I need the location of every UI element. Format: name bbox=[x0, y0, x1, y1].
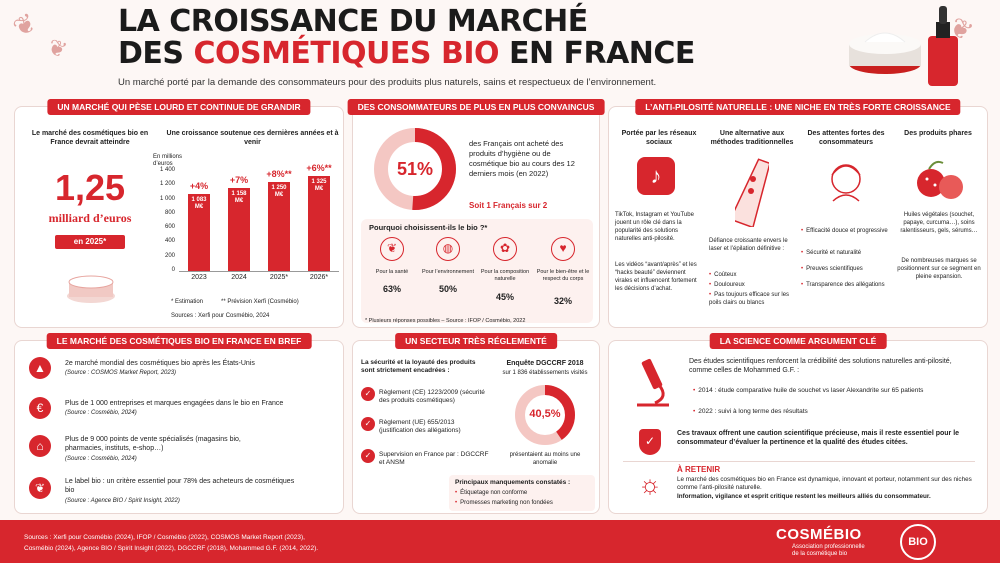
shield-check-icon: ✓ bbox=[639, 429, 661, 455]
x-tick-label: 2026* bbox=[309, 274, 329, 281]
y-tick-label: 1 400 bbox=[159, 167, 175, 173]
reason-item: ✿ Pour la composition naturelle 45% bbox=[477, 237, 533, 317]
brief-card: LE MARCHÉ DES COSMÉTIQUES BIO EN FRANCE … bbox=[14, 333, 344, 514]
page-title: LA CROISSANCE DU MARCHÉ DES COSMÉTIQUES … bbox=[118, 4, 695, 71]
bar-2024: 1 158 M€ bbox=[228, 188, 250, 271]
x-tick-label: 2024 bbox=[231, 274, 247, 281]
y-tick-label: 0 bbox=[171, 267, 175, 273]
market-big-unit: milliard d’euros bbox=[48, 211, 132, 225]
issues-box: Principaux manquements constatés : Étiqu… bbox=[449, 475, 595, 511]
tiktok-icon: ♪ bbox=[637, 157, 675, 195]
microscope-icon bbox=[637, 358, 669, 407]
heart-icon: ♥ bbox=[551, 237, 575, 261]
y-tick-label: 800 bbox=[164, 209, 175, 216]
regulated-card: UN SECTEUR TRÈS RÉGLEMENTÉ La sécurité e… bbox=[352, 333, 600, 514]
antipilo-heading: L’ANTI-PILOSITÉ NATURELLE : UNE NICHE EN… bbox=[635, 99, 961, 115]
leaf-label-icon: ❦ bbox=[29, 477, 51, 499]
market-intro: Le marché des cosmétiques bio en France … bbox=[31, 130, 149, 146]
page-subtitle: Un marché porté par la demande des conso… bbox=[118, 77, 657, 88]
check-icon: ✓ bbox=[361, 417, 375, 431]
market-heading: UN MARCHÉ QUI PÈSE LOURD ET CONTINUE DE … bbox=[47, 99, 311, 115]
lightbulb-icon: ☼ bbox=[638, 469, 662, 499]
globe-icon: ◍ bbox=[436, 237, 460, 261]
bar-chart: 1 400 1 200 1 000 800 600 400 200 0 1 083 M€ +4% 2… bbox=[155, 163, 345, 287]
market-source: Sources : Xerfi pour Cosmébio, 2024 bbox=[171, 313, 270, 319]
growth-label: +8%** bbox=[266, 168, 292, 179]
why-title: Pourquoi choisissent-ils le bio ?* bbox=[369, 223, 488, 232]
woman-face-icon bbox=[831, 164, 861, 202]
divider bbox=[623, 461, 975, 462]
check-icon: ✓ bbox=[361, 387, 375, 401]
brief-heading: LE MARCHÉ DES COSMÉTIQUES BIO EN FRANCE … bbox=[46, 333, 312, 349]
check-icon: ✓ bbox=[361, 449, 375, 463]
note-estimation: * Estimation bbox=[171, 299, 204, 305]
growth-label: +6%** bbox=[306, 163, 332, 174]
y-tick-label: 200 bbox=[164, 252, 175, 259]
fruits-icon bbox=[917, 160, 963, 199]
y-tick-label: 1 200 bbox=[159, 181, 175, 188]
consumers-card: DES CONSOMMATEURS DE PLUS EN PLUS CONVAI… bbox=[347, 99, 605, 328]
reason-item: ◍ Pour l’environnement 50% bbox=[421, 237, 475, 317]
consumers-footnote: * Plusieurs réponses possibles – Source … bbox=[365, 318, 526, 324]
y-tick-label: 1 000 bbox=[159, 195, 175, 202]
antipilo-card: L’ANTI-PILOSITÉ NATURELLE : UNE NICHE EN… bbox=[608, 99, 988, 328]
consumers-donut bbox=[374, 128, 456, 210]
footer: Sources : Xerfi pour Cosmébio (2024), IF… bbox=[0, 520, 1000, 563]
regulated-heading: UN SECTEUR TRÈS RÉGLEMENTÉ bbox=[395, 333, 557, 349]
growth-label: +7% bbox=[229, 175, 249, 186]
market-card: UN MARCHÉ QUI PÈSE LOURD ET CONTINUE DE … bbox=[14, 99, 345, 328]
epilator-icon bbox=[735, 158, 769, 227]
market-year-badge: en 2025* bbox=[55, 235, 125, 249]
leaf-health-icon: ❦ bbox=[380, 237, 404, 261]
science-card: LA SCIENCE COMME ARGUMENT CLÉ Des études… bbox=[608, 333, 988, 514]
bar-2025*: 1 250 M€ bbox=[268, 181, 290, 271]
chart-ylabel: En millions d’euros bbox=[153, 154, 183, 167]
leaf-decoration-icon: ❦ bbox=[44, 33, 71, 64]
reason-item: ♥ Pour le bien-être et le respect du cor… bbox=[535, 237, 591, 317]
y-tick-label: 600 bbox=[164, 224, 175, 231]
survey-donut bbox=[515, 385, 575, 445]
euro-icon: € bbox=[29, 397, 51, 419]
consumers-text: des Français ont acheté des produits d’h… bbox=[469, 139, 575, 178]
x-tick-label: 2025* bbox=[269, 274, 289, 281]
chart-growth-icon: ▲ bbox=[29, 357, 51, 379]
cream-jar-icon bbox=[67, 275, 115, 303]
x-tick-label: 2023 bbox=[191, 274, 207, 281]
market-big-value: 1,25 bbox=[54, 167, 126, 208]
chart-title: Une croissance soutenue ces dernières an… bbox=[166, 130, 339, 146]
consumers-percent: 51% bbox=[396, 159, 434, 179]
growth-label: +4% bbox=[189, 180, 209, 191]
x-axis-line bbox=[179, 271, 339, 272]
lotus-icon: ✿ bbox=[493, 237, 517, 261]
bar-2026*: 1 325 M€ bbox=[308, 176, 330, 271]
note-prevision: ** Prévision Xerfi (Cosmébio) bbox=[221, 299, 299, 305]
cosmetic-products-illustration bbox=[849, 6, 958, 86]
consumers-heading: DES CONSOMMATEURS DE PLUS EN PLUS CONVAI… bbox=[347, 99, 605, 115]
bar-2023: 1 083 M€ bbox=[188, 193, 210, 271]
y-tick-label: 400 bbox=[164, 238, 175, 245]
leaf-decoration-icon: ❦ bbox=[7, 6, 42, 44]
why-box: Pourquoi choisissent-ils le bio ?* ❦ Pou… bbox=[361, 219, 593, 323]
reason-item: ❦ Pour la santé 63% bbox=[365, 237, 419, 317]
science-heading: LA SCIENCE COMME ARGUMENT CLÉ bbox=[709, 333, 887, 349]
brand-name: COSMÉBIO bbox=[776, 526, 862, 543]
consumers-highlight: Soit 1 Français sur 2 bbox=[469, 201, 548, 210]
basket-icon: ⌂ bbox=[29, 435, 51, 457]
bio-label-badge: BIO bbox=[900, 524, 936, 560]
